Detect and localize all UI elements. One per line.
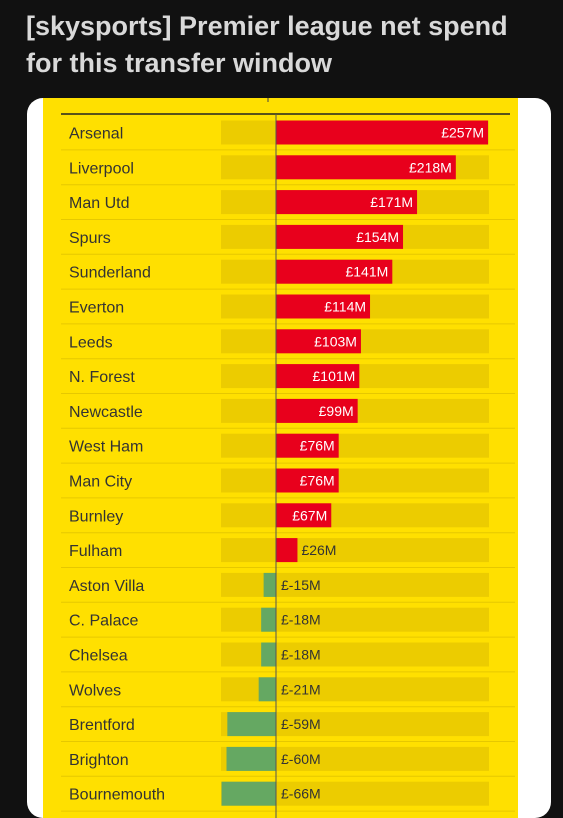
value-label: £-21M xyxy=(281,681,321,697)
bar-positive xyxy=(276,224,404,249)
bar-positive xyxy=(276,190,418,215)
value-label: £-18M xyxy=(281,612,321,628)
value-label: £-59M xyxy=(281,716,321,732)
value-label: £-18M xyxy=(281,647,321,663)
bar-negative xyxy=(261,642,276,667)
team-label: Brighton xyxy=(69,752,129,769)
bar-positive xyxy=(276,433,339,458)
value-label: £141M xyxy=(345,264,388,280)
team-label: Leeds xyxy=(69,334,113,351)
bar-positive xyxy=(276,120,488,145)
post-title: [skysports] Premier league net spend for… xyxy=(26,11,508,78)
bar-positive xyxy=(276,503,332,528)
team-label: Burnley xyxy=(69,508,123,525)
bar-positive xyxy=(276,155,456,180)
team-label: Bournemouth xyxy=(69,787,165,804)
team-label: Brentford xyxy=(69,717,135,734)
bar-negative xyxy=(227,712,276,737)
team-label: N. Forest xyxy=(69,369,135,386)
bar-positive xyxy=(276,294,371,319)
value-label: £-15M xyxy=(281,577,321,593)
chart-card: Arsenal £257M Liverpool £218M Man Utd £171M Sp… xyxy=(27,98,551,818)
team-label: Aston Villa xyxy=(69,578,144,595)
bar-track xyxy=(221,503,489,528)
bar-negative xyxy=(226,746,276,771)
bar-positive xyxy=(276,538,298,563)
bar-positive xyxy=(276,398,358,423)
team-label: Sunderland xyxy=(69,265,151,282)
bar-track xyxy=(221,468,489,493)
net-spend-bar-chart: Arsenal £257M Liverpool £218M Man Utd £171M Sp… xyxy=(61,98,515,818)
bar-track xyxy=(221,433,489,458)
bar-negative xyxy=(221,781,276,806)
team-label: Everton xyxy=(69,300,124,317)
team-label: Fulham xyxy=(69,543,122,560)
bar-negative xyxy=(263,572,276,597)
value-label: £103M xyxy=(314,333,357,349)
bar-negative xyxy=(261,607,276,632)
value-label: £257M xyxy=(441,125,484,141)
team-label: Man Utd xyxy=(69,195,129,212)
value-label: £76M xyxy=(300,473,335,489)
bar-positive xyxy=(276,364,360,389)
team-label: Newcastle xyxy=(69,404,143,421)
bar-negative xyxy=(258,677,276,702)
team-label: Wolves xyxy=(69,682,121,699)
value-label: £171M xyxy=(370,194,413,210)
bar-positive xyxy=(276,468,339,493)
value-label: £114M xyxy=(324,299,366,315)
value-label: £-66M xyxy=(281,786,321,802)
team-label: Spurs xyxy=(69,230,111,247)
team-label: Chelsea xyxy=(69,648,128,665)
bar-positive xyxy=(276,329,361,354)
team-label: C. Palace xyxy=(69,613,138,630)
bar-positive xyxy=(276,259,393,284)
bar-track xyxy=(221,572,489,597)
value-label: £-60M xyxy=(281,751,321,767)
bar-track xyxy=(221,538,489,563)
value-label: £154M xyxy=(356,229,399,245)
team-label: Arsenal xyxy=(69,126,123,143)
team-label: West Ham xyxy=(69,439,143,456)
value-label: £26M xyxy=(301,542,336,558)
value-label: £101M xyxy=(313,368,356,384)
value-label: £99M xyxy=(319,403,354,419)
value-label: £218M xyxy=(409,159,452,175)
value-label: £67M xyxy=(292,507,327,523)
value-label: £76M xyxy=(300,438,335,454)
team-label: Man City xyxy=(69,474,132,491)
team-label: Liverpool xyxy=(69,160,134,177)
